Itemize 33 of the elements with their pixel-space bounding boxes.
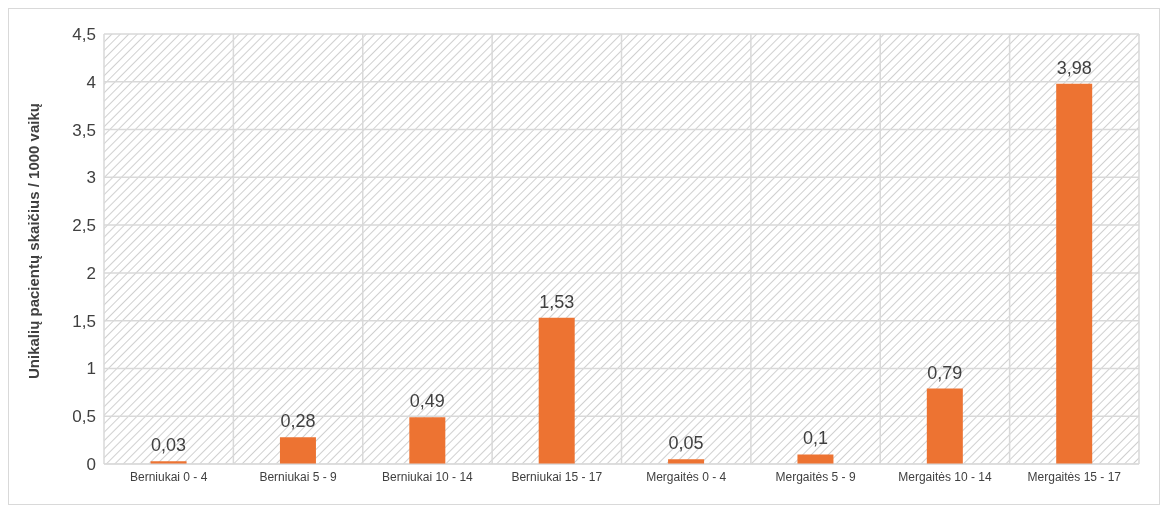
x-tick-label: Mergaitės 10 - 14 (898, 469, 992, 484)
y-tick-label: 1,5 (72, 311, 96, 331)
x-tick-label: Mergaitės 15 - 17 (1027, 469, 1122, 484)
y-tick-label: 1 (86, 359, 96, 379)
y-tick-label: 2 (86, 263, 96, 283)
y-tick-label: 0,5 (72, 407, 96, 427)
y-tick-label: 3,5 (72, 120, 96, 140)
data-label: 0,05 (668, 433, 704, 454)
bar (409, 417, 446, 464)
data-label: 0,79 (927, 362, 963, 383)
y-tick-label: 2,5 (72, 216, 96, 236)
y-tick-label: 3 (86, 168, 96, 188)
y-tick-label: 4 (86, 72, 96, 92)
x-tick-label: Berniukai 0 - 4 (130, 469, 208, 484)
data-label: 0,49 (409, 391, 445, 412)
x-tick-label: Berniukai 5 - 9 (259, 469, 338, 484)
x-tick-label: Mergaitės 5 - 9 (775, 469, 856, 484)
data-label: 1,53 (539, 291, 575, 312)
y-tick-label: 4,5 (72, 25, 96, 45)
x-tick-label: Berniukai 10 - 14 (382, 469, 474, 484)
x-tick-label: Berniukai 15 - 17 (511, 469, 603, 484)
y-tick-label: 0 (86, 455, 96, 475)
data-label: 0,1 (802, 428, 828, 449)
data-label: 0,03 (151, 435, 187, 456)
y-axis-title: Unikalių pacientų skaičius / 1000 vaikų (25, 103, 43, 379)
bar (797, 454, 834, 464)
bar (1056, 83, 1093, 464)
bar (279, 437, 316, 464)
x-tick-label: Mergaitės 0 - 4 (646, 469, 727, 484)
data-label: 3,98 (1056, 57, 1092, 78)
bar (538, 317, 575, 464)
data-label: 0,28 (280, 411, 316, 432)
bar (926, 388, 963, 464)
